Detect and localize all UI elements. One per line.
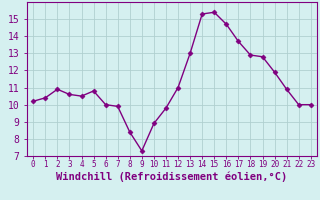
X-axis label: Windchill (Refroidissement éolien,°C): Windchill (Refroidissement éolien,°C): [56, 172, 288, 182]
